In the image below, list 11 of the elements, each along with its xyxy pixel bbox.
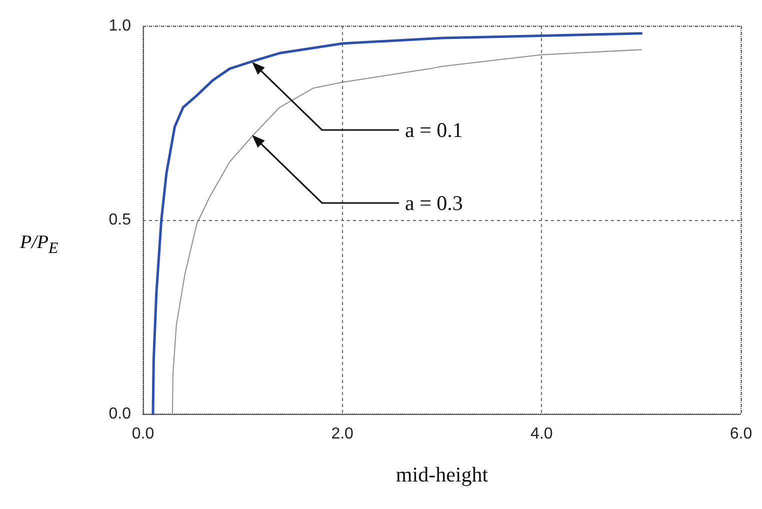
y-axis-title: P/P$_{E}$ xyxy=(20,232,58,258)
x-tick-label: 4.0 xyxy=(530,426,553,442)
x-tick-label: 0.0 xyxy=(132,426,154,442)
y-tick-label: 0.0 xyxy=(108,406,132,422)
x-tick-label: 2.0 xyxy=(331,426,354,442)
y-tick-label: 0.5 xyxy=(108,212,132,228)
y-tick-label: 1.0 xyxy=(108,18,132,34)
x-tick-label: 6.0 xyxy=(730,426,752,442)
annotation: a = 0.3 xyxy=(405,191,463,215)
annotation: a = 0.1 xyxy=(405,118,463,142)
x-axis-title: mid-height xyxy=(396,462,488,486)
